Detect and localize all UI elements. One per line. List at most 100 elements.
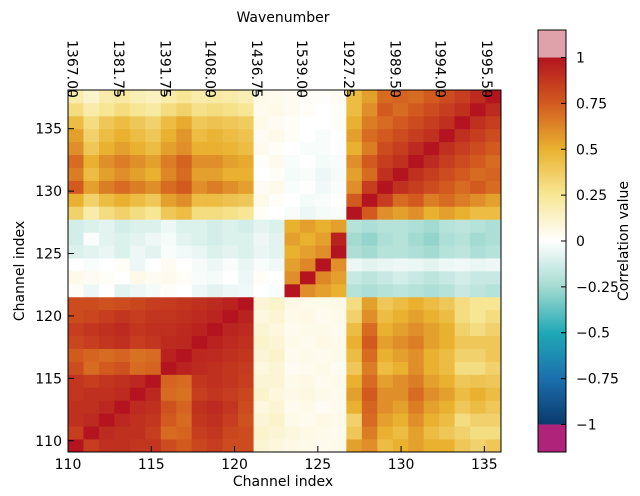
heatmap-cell [439, 335, 456, 349]
colorbar-tick-label: −0.5 [576, 326, 610, 342]
heatmap-cell [408, 180, 425, 194]
heatmap-cell [191, 322, 208, 337]
heatmap-cell [330, 245, 347, 259]
heatmap-cell [408, 245, 425, 259]
heatmap-cell [222, 258, 239, 272]
heatmap-cell [129, 374, 146, 388]
heatmap-cell [454, 387, 471, 401]
heatmap-cell [423, 180, 440, 194]
heatmap-cell [485, 245, 502, 259]
heatmap-cell [392, 167, 409, 181]
heatmap-cell [299, 180, 316, 194]
heatmap-cell [470, 90, 486, 104]
heatmap-cell [346, 102, 363, 117]
heatmap-cell [98, 258, 115, 272]
heatmap-cell [207, 128, 224, 143]
heatmap-cell [160, 219, 177, 233]
heatmap-cell [83, 400, 100, 414]
heatmap-cell [253, 374, 270, 388]
heatmap-cell [485, 167, 502, 181]
heatmap-cell [191, 400, 208, 414]
heatmap-cell [114, 154, 131, 168]
heatmap-cell [160, 413, 177, 427]
heatmap-cell [299, 102, 316, 117]
heatmap-cell [454, 193, 471, 207]
heatmap-cell [253, 283, 270, 298]
colorbar-tick-label: 0.75 [576, 96, 607, 112]
heatmap-cell [470, 219, 486, 233]
heatmap-cell [207, 245, 224, 259]
heatmap-cell [439, 439, 456, 453]
heatmap-cell [330, 154, 347, 168]
chart-title: Wavenumber [236, 10, 329, 26]
y-tick-label: 120 [35, 309, 62, 325]
heatmap-cell [68, 180, 84, 194]
heatmap-cell [191, 374, 208, 388]
heatmap-cell [191, 348, 208, 362]
heatmap-cell [299, 232, 316, 246]
heatmap-cell [222, 426, 239, 440]
heatmap-cell [191, 387, 208, 401]
heatmap-cell [284, 322, 301, 337]
heatmap-cell [392, 102, 409, 117]
heatmap-cell [114, 167, 131, 181]
heatmap-cell [83, 232, 100, 246]
heatmap-cell [454, 439, 471, 453]
heatmap-cell [253, 206, 270, 220]
heatmap-cell [238, 400, 254, 414]
heatmap-cell [207, 271, 224, 285]
heatmap-cell [191, 115, 208, 130]
heatmap-cell [176, 400, 193, 414]
heatmap-cell [253, 154, 270, 168]
heatmap-cell [330, 361, 347, 375]
heatmap-cell [191, 426, 208, 440]
heatmap-cell [284, 193, 301, 207]
heatmap-cell [408, 335, 425, 349]
heatmap-cell [68, 361, 84, 375]
heatmap-cell [238, 283, 254, 298]
heatmap-cell [98, 374, 115, 388]
x-tick-label: 120 [221, 457, 248, 473]
heatmap-cell [68, 193, 84, 207]
heatmap-cell [392, 322, 409, 337]
heatmap-cell [454, 296, 471, 311]
heatmap-cell [269, 322, 285, 337]
heatmap-cell [377, 193, 394, 207]
heatmap-cell [222, 245, 239, 259]
heatmap-cell [222, 90, 239, 104]
heatmap-cell [83, 439, 100, 453]
heatmap-cell [129, 141, 146, 156]
y-tick-label: 110 [35, 434, 62, 450]
heatmap-cell [408, 232, 425, 246]
heatmap-cell [377, 141, 394, 156]
heatmap-cell [83, 90, 100, 104]
heatmap-cell [454, 102, 471, 117]
heatmap-cell [423, 348, 440, 362]
heatmap-cell [68, 413, 84, 427]
heatmap-cell [346, 219, 363, 233]
heatmap-cell [315, 90, 332, 104]
heatmap-cell [207, 90, 224, 104]
x2-tick-label: 1391.75 [157, 40, 173, 98]
heatmap-cell [129, 413, 146, 427]
heatmap-cell [377, 348, 394, 362]
heatmap-cell [454, 374, 471, 388]
heatmap-cell [361, 232, 378, 246]
heatmap-cell [346, 348, 363, 362]
heatmap-cell [238, 128, 254, 143]
heatmap-cell [485, 193, 502, 207]
heatmap-cell [114, 309, 131, 324]
heatmap-cell [315, 115, 332, 130]
heatmap-cell [269, 258, 285, 272]
heatmap-cell [299, 167, 316, 181]
heatmap-cell [392, 296, 409, 311]
heatmap-cell [238, 180, 254, 194]
x2-tick-label: 1994.00 [431, 40, 447, 98]
heatmap-cell [83, 258, 100, 272]
heatmap-cell [269, 387, 285, 401]
heatmap-cell [83, 426, 100, 440]
heatmap-cell [485, 232, 502, 246]
heatmap-cell [299, 439, 316, 453]
heatmap-cell [439, 413, 456, 427]
heatmap-cell [423, 115, 440, 130]
